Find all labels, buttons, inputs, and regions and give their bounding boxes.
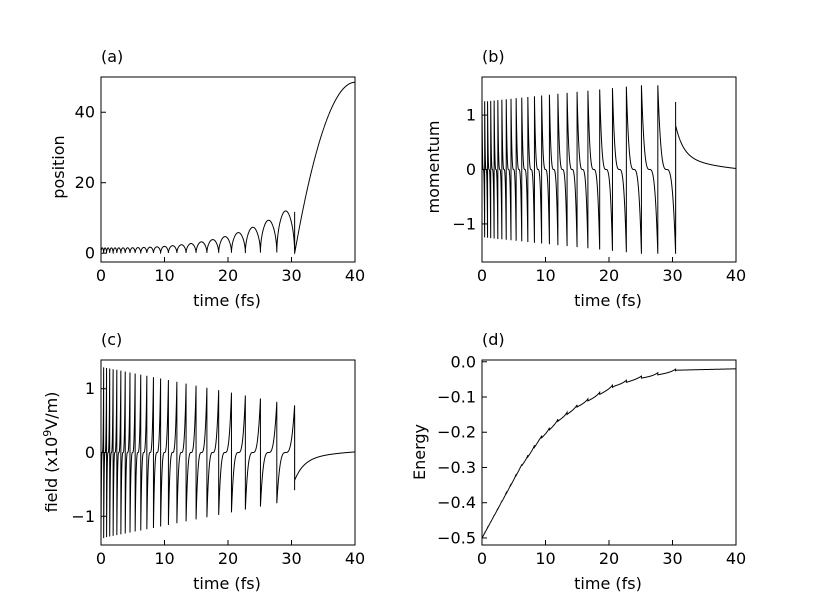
- xlabel-c: time (fs): [193, 574, 261, 593]
- axes-frame-a: [100, 76, 356, 263]
- ytick-label-d-5: −0.5: [437, 528, 476, 547]
- xtick-label-a-3: 30: [281, 266, 301, 285]
- series-line-b: [482, 85, 736, 254]
- axes-frame-b: [481, 76, 737, 263]
- ytick-label-b-2: 1: [466, 106, 476, 125]
- xtick-label-a-4: 40: [345, 266, 365, 285]
- ytick-label-d-1: −0.1: [437, 388, 476, 407]
- ytick-label-c-1: 0: [85, 443, 95, 462]
- xtick-label-c-4: 40: [345, 549, 365, 568]
- xtick-label-b-4: 40: [726, 266, 746, 285]
- ylabel-c: field (x109V/m): [41, 392, 61, 513]
- ylabel-a: position: [49, 135, 68, 198]
- xtick-label-b-1: 10: [535, 266, 555, 285]
- ytick-label-b-1: 0: [466, 160, 476, 179]
- ylabel-c-main: field (x10: [42, 437, 61, 513]
- xtick-label-b-0: 0: [477, 266, 487, 285]
- ylabel-c-sup: 9: [41, 430, 54, 437]
- ytick-label-b-0: −1: [452, 214, 476, 233]
- axes-frame-d: [481, 359, 737, 546]
- xtick-label-c-3: 30: [281, 549, 301, 568]
- panel-d: (d) time (fs) Energy: [410, 330, 642, 593]
- xtick-label-d-2: 20: [599, 549, 619, 568]
- xtick-label-b-2: 20: [599, 266, 619, 285]
- chart-b: 0 10 20 30 40 −1 0 1: [452, 76, 746, 285]
- ytick-label-a-2: 40: [75, 103, 95, 122]
- panel-a: (a) time (fs) position: [49, 47, 261, 310]
- chart-c: 0 10 20 30 40 −1 0 1: [71, 359, 365, 568]
- panel-label-d: (d): [482, 330, 505, 349]
- ytick-label-d-2: −0.2: [437, 423, 476, 442]
- xtick-label-a-1: 10: [154, 266, 174, 285]
- ytick-label-d-4: −0.4: [437, 493, 476, 512]
- series-line-c: [101, 367, 355, 539]
- chart-d: 0 10 20 30 40 0.0 −0.1 −0.2 −0.3 −0.4 −0.5: [437, 352, 746, 568]
- axes-frame-c: [100, 359, 356, 546]
- xtick-label-c-0: 0: [96, 549, 106, 568]
- xtick-label-c-2: 20: [218, 549, 238, 568]
- chart-a: 0 10 20 30 40 0 20 40: [75, 76, 365, 285]
- series-line-d: [482, 368, 736, 539]
- panel-label-c: (c): [101, 330, 122, 349]
- ytick-label-c-0: −1: [71, 507, 95, 526]
- ytick-label-c-2: 1: [85, 379, 95, 398]
- xtick-label-d-3: 30: [662, 549, 682, 568]
- panel-b: (b) time (fs) momentum: [424, 47, 642, 310]
- xtick-label-a-0: 0: [96, 266, 106, 285]
- xtick-label-d-4: 40: [726, 549, 746, 568]
- ylabel-c-suffix: V/m): [42, 392, 61, 430]
- xtick-label-c-1: 10: [154, 549, 174, 568]
- xlabel-b: time (fs): [574, 291, 642, 310]
- ylabel-d: Energy: [410, 424, 429, 480]
- ytick-label-d-0: 0.0: [451, 352, 476, 371]
- series-line-a: [101, 81, 355, 255]
- panel-c: (c) time (fs) field (x109V/m): [41, 330, 261, 593]
- xlabel-a: time (fs): [193, 291, 261, 310]
- xtick-label-a-2: 20: [218, 266, 238, 285]
- xlabel-d: time (fs): [574, 574, 642, 593]
- ytick-label-a-1: 20: [75, 173, 95, 192]
- panel-label-a: (a): [101, 47, 123, 66]
- xtick-label-d-0: 0: [477, 549, 487, 568]
- panel-label-b: (b): [482, 47, 505, 66]
- ytick-label-d-3: −0.3: [437, 458, 476, 477]
- ylabel-b: momentum: [424, 121, 443, 214]
- xtick-label-b-3: 30: [662, 266, 682, 285]
- ytick-label-a-0: 0: [85, 244, 95, 263]
- xtick-label-d-1: 10: [535, 549, 555, 568]
